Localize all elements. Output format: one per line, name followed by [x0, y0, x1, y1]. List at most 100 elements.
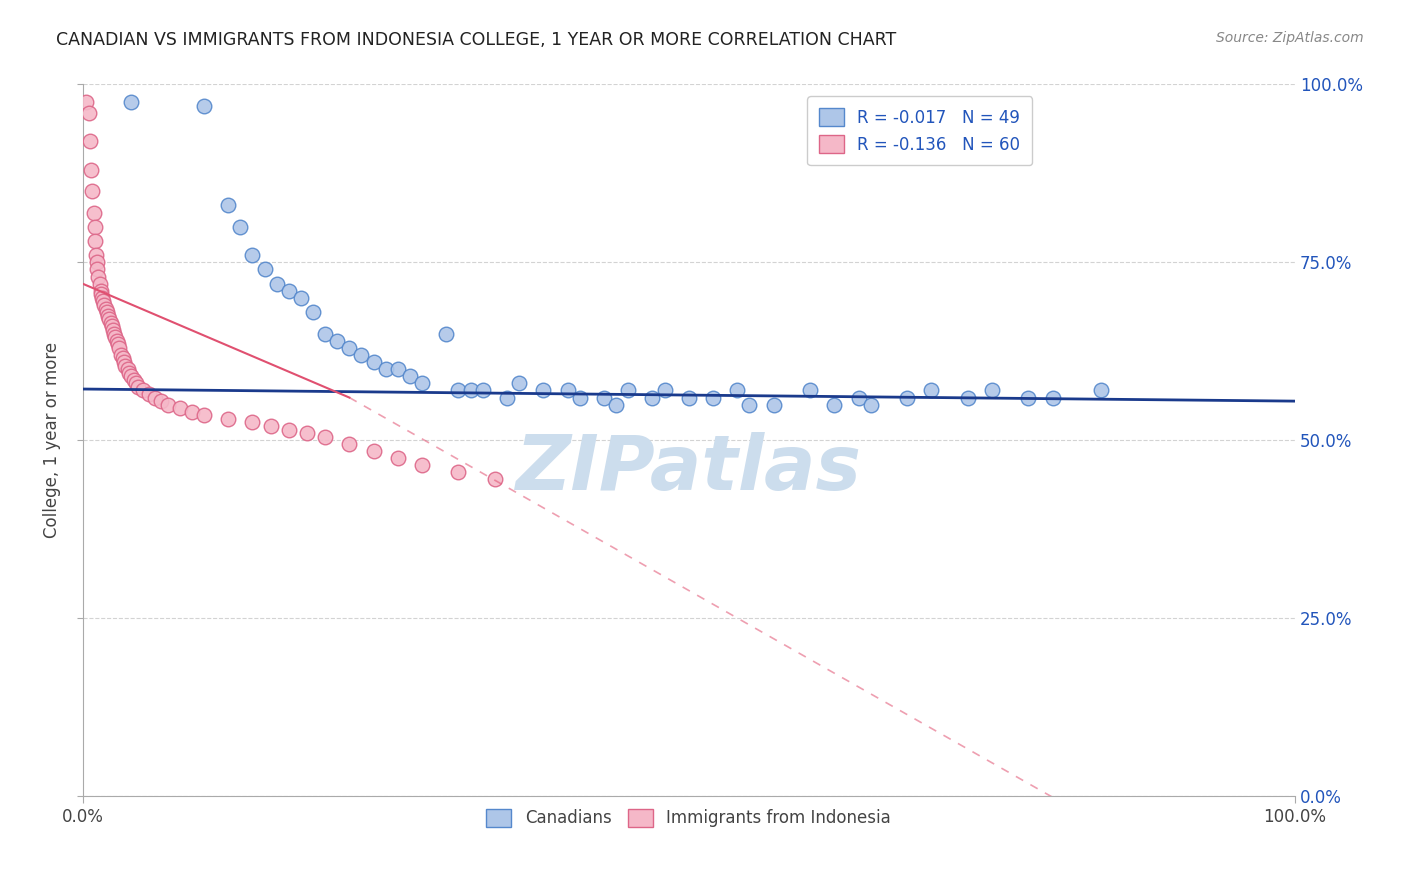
Point: [83, 205, 105, 219]
Point: [90, 287, 112, 301]
Point: [79, 134, 101, 148]
Point: [496, 391, 519, 405]
Point: [91, 291, 114, 305]
Point: [568, 391, 591, 405]
Point: [100, 319, 122, 334]
Point: [266, 277, 288, 291]
Point: [84, 248, 107, 262]
Point: [150, 394, 173, 409]
Point: [920, 384, 942, 398]
Point: [460, 384, 482, 398]
Point: [980, 384, 1002, 398]
Point: [593, 391, 616, 405]
Legend: Canadians, Immigrants from Indonesia: Canadians, Immigrants from Indonesia: [479, 802, 898, 834]
Point: [363, 355, 385, 369]
Point: [125, 376, 148, 391]
Point: [87, 269, 110, 284]
Point: [107, 337, 129, 351]
Point: [654, 384, 676, 398]
Text: CANADIAN VS IMMIGRANTS FROM INDONESIA COLLEGE, 1 YEAR OR MORE CORRELATION CHART: CANADIAN VS IMMIGRANTS FROM INDONESIA CO…: [56, 31, 897, 49]
Point: [229, 219, 252, 234]
Point: [82, 184, 104, 198]
Point: [762, 398, 785, 412]
Point: [678, 391, 700, 405]
Point: [471, 384, 494, 398]
Point: [103, 326, 125, 341]
Point: [110, 348, 132, 362]
Point: [1090, 384, 1112, 398]
Point: [77, 106, 100, 120]
Point: [702, 391, 724, 405]
Point: [242, 248, 264, 262]
Point: [848, 391, 870, 405]
Point: [75, 95, 97, 110]
Point: [399, 369, 422, 384]
Point: [108, 341, 131, 355]
Point: [91, 294, 114, 309]
Point: [337, 341, 360, 355]
Point: [434, 326, 457, 341]
Point: [447, 465, 470, 479]
Point: [531, 384, 554, 398]
Point: [90, 284, 112, 298]
Point: [956, 391, 979, 405]
Point: [118, 366, 141, 380]
Point: [302, 305, 325, 319]
Point: [98, 312, 121, 326]
Point: [326, 334, 349, 348]
Point: [120, 369, 142, 384]
Point: [86, 255, 108, 269]
Point: [337, 437, 360, 451]
Point: [114, 359, 136, 373]
Point: [83, 219, 105, 234]
Point: [169, 401, 191, 416]
Point: [112, 355, 135, 369]
Point: [83, 234, 105, 248]
Point: [411, 376, 433, 391]
Text: ZIPatlas: ZIPatlas: [516, 432, 862, 506]
Point: [374, 362, 396, 376]
Point: [617, 384, 640, 398]
Point: [111, 351, 134, 366]
Point: [387, 451, 409, 466]
Point: [145, 391, 167, 405]
Point: [823, 398, 845, 412]
Point: [100, 316, 122, 330]
Point: [132, 384, 155, 398]
Point: [101, 323, 124, 337]
Point: [1017, 391, 1039, 405]
Point: [193, 99, 215, 113]
Point: [725, 384, 748, 398]
Point: [350, 348, 373, 362]
Point: [120, 95, 142, 110]
Point: [217, 198, 239, 212]
Point: [1042, 391, 1064, 405]
Point: [127, 380, 149, 394]
Point: [96, 305, 118, 319]
Point: [105, 334, 128, 348]
Point: [86, 262, 108, 277]
Point: [104, 330, 127, 344]
Point: [799, 384, 821, 398]
Point: [193, 409, 215, 423]
Point: [557, 384, 579, 398]
Point: [156, 398, 179, 412]
Point: [138, 387, 160, 401]
Point: [411, 458, 433, 472]
Point: [89, 277, 111, 291]
Point: [80, 162, 103, 177]
Y-axis label: College, 1 year or more: College, 1 year or more: [44, 343, 60, 539]
Point: [242, 416, 264, 430]
Point: [314, 430, 336, 444]
Point: [738, 398, 761, 412]
Point: [253, 262, 276, 277]
Point: [605, 398, 627, 412]
Point: [259, 419, 281, 434]
Point: [122, 373, 145, 387]
Point: [447, 384, 470, 398]
Point: [94, 301, 117, 316]
Point: [290, 291, 312, 305]
Point: [641, 391, 664, 405]
Point: [217, 412, 239, 426]
Point: [896, 391, 918, 405]
